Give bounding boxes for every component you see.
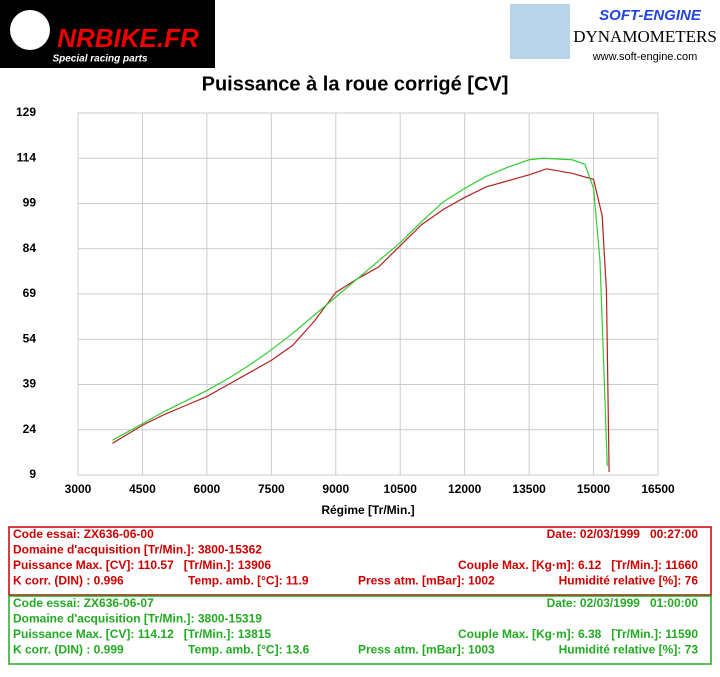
panel-text: Domaine d'acquisition [Tr/Min.]: 3800-15… (13, 543, 262, 557)
panel-text: Puissance Max. [CV]: 110.57 [Tr/Min.]: 1… (13, 558, 271, 572)
x-tick-label: 15000 (577, 482, 611, 496)
panel-text: Code essai: ZX636-06-07 (13, 596, 154, 610)
info-panel (8, 526, 712, 596)
x-axis-label: Régime [Tr/Min.] (321, 503, 414, 517)
x-tick-label: 12000 (448, 482, 482, 496)
x-tick-label: 10500 (384, 482, 418, 496)
power-curve (112, 168, 610, 472)
y-tick-label: 84 (23, 241, 37, 255)
y-tick-label: 129 (16, 105, 36, 119)
x-tick-label: 4500 (129, 482, 156, 496)
x-tick-label: 13500 (512, 482, 546, 496)
panel-text: Press atm. [mBar]: 1002 (358, 574, 495, 588)
x-tick-label: 3000 (65, 482, 92, 496)
panel-text: Domaine d'acquisition [Tr/Min.]: 3800-15… (13, 612, 262, 626)
y-tick-label: 9 (29, 467, 36, 481)
panel-text: Temp. amb. [°C]: 11.9 (188, 574, 309, 588)
engine-icon (510, 4, 570, 59)
panel-text: Puissance Max. [CV]: 114.12 [Tr/Min.]: 1… (13, 627, 271, 641)
helmet-icon (10, 10, 50, 50)
right-subtitle: DYNAMOMETERS (573, 27, 717, 46)
panel-text: K corr. (DIN) : 0.999 (13, 643, 124, 657)
x-tick-label: 16500 (641, 482, 675, 496)
left-logo: NRBIKE.FR (57, 23, 199, 53)
power-curve (112, 157, 608, 466)
x-tick-label: 7500 (258, 482, 285, 496)
y-tick-label: 114 (17, 150, 37, 164)
panel-text: Press atm. [mBar]: 1003 (358, 643, 495, 657)
left-tagline: Special racing parts (52, 54, 147, 65)
panel-text: Couple Max. [Kg·m]: 6.12 [Tr/Min.]: 1166… (458, 558, 698, 572)
panel-text: Humidité relative [%]: 76 (559, 574, 699, 588)
panel-text: Date: 02/03/1999 01:00:00 (547, 596, 699, 610)
right-url: www.soft-engine.com (592, 51, 698, 63)
x-tick-label: 9000 (322, 482, 349, 496)
chart-title: Puissance à la roue corrigé [CV] (202, 73, 509, 95)
x-tick-label: 6000 (194, 482, 221, 496)
right-logo: SOFT-ENGINE (599, 7, 702, 24)
y-tick-label: 99 (23, 196, 37, 210)
y-tick-label: 69 (23, 286, 37, 300)
y-tick-label: 39 (23, 377, 37, 391)
info-panel (8, 595, 712, 665)
panel-text: Humidité relative [%]: 73 (559, 643, 699, 657)
panel-text: Date: 02/03/1999 00:27:00 (547, 527, 699, 541)
y-tick-label: 54 (23, 331, 37, 345)
panel-text: K corr. (DIN) : 0.996 (13, 574, 124, 588)
panel-text: Code essai: ZX636-06-00 (13, 527, 154, 541)
y-tick-label: 24 (23, 422, 37, 436)
panel-text: Couple Max. [Kg·m]: 6.38 [Tr/Min.]: 1159… (458, 627, 698, 641)
panel-text: Temp. amb. [°C]: 13.6 (188, 643, 310, 657)
